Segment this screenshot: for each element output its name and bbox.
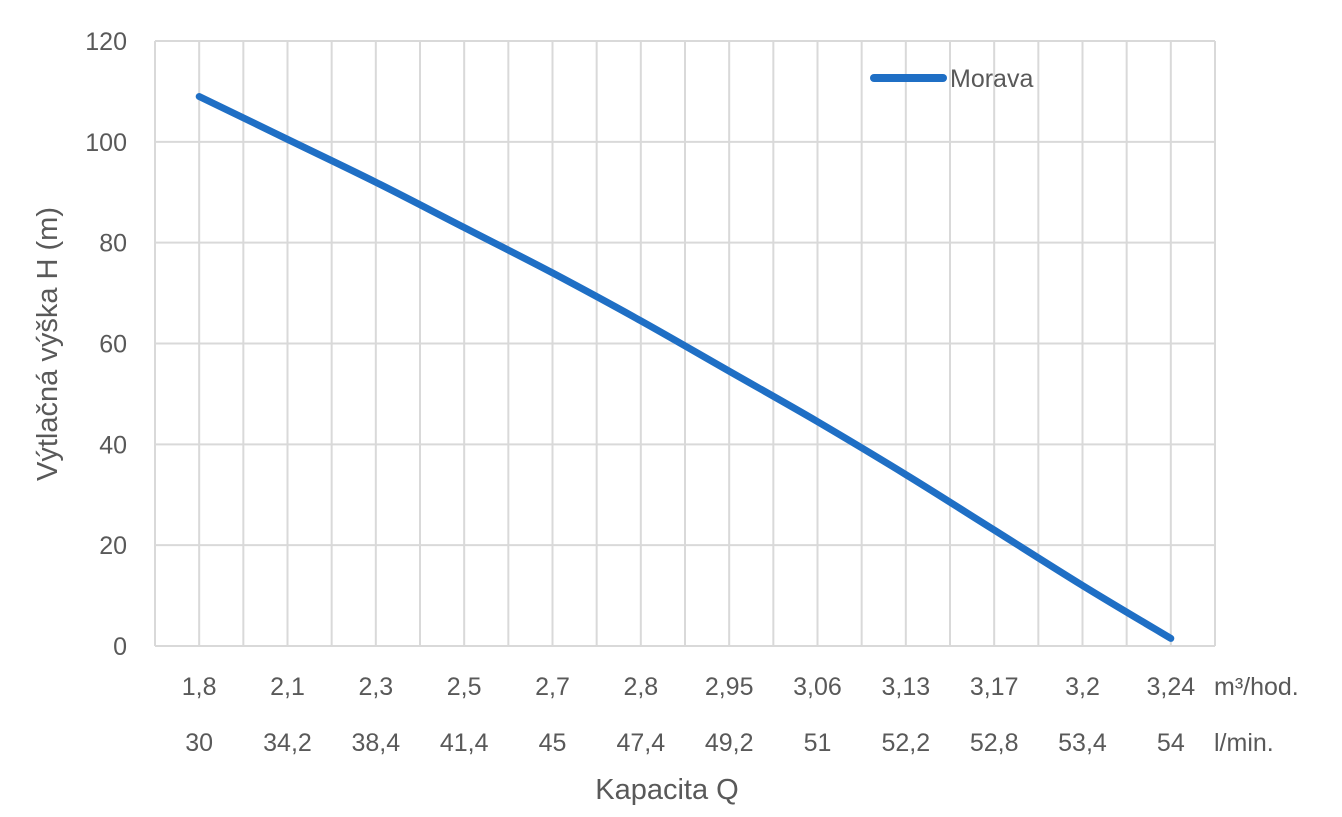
- x-tick-label-row2: 54: [1157, 729, 1185, 757]
- x-tick-label-row2: 47,4: [616, 729, 665, 757]
- x-tick-label-row2: 52,2: [881, 729, 930, 757]
- series: [195, 93, 1175, 642]
- x-tick-label-row2: 34,2: [263, 729, 312, 757]
- y-axis-title: Výtlačná výška H (m): [32, 207, 64, 481]
- x-tick-label-row2: 38,4: [351, 729, 400, 757]
- y-tick-label: 120: [85, 28, 127, 56]
- y-tick-label: 60: [99, 331, 127, 359]
- x-tick-label-row1: 2,7: [535, 673, 570, 701]
- x-tick-label-row2: 49,2: [705, 729, 754, 757]
- y-tick-label: 40: [99, 431, 127, 459]
- y-tick-label: 80: [99, 230, 127, 258]
- x-tick-label-row1: 2,95: [705, 673, 754, 701]
- x-unit-row1: m³/hod.: [1214, 673, 1299, 701]
- x-tick-label-row1: 2,3: [358, 673, 393, 701]
- x-tick-label-row1: 3,06: [793, 673, 842, 701]
- x-tick-label-row2: 52,8: [970, 729, 1019, 757]
- x-tick-label-row2: 45: [539, 729, 567, 757]
- x-tick-label-row2: 53,4: [1058, 729, 1107, 757]
- y-tick-label: 20: [99, 532, 127, 560]
- y-tick-label: 100: [85, 129, 127, 157]
- grid: [154, 40, 1216, 647]
- x-axis-ticks: 1,8 2,1 2,3 2,5 2,7 2,8 2,95 3,06 3,13 3,17 3,2 3,2…: [182, 673, 1195, 757]
- x-unit-row2: l/min.: [1214, 729, 1274, 757]
- x-tick-label-row2: 41,4: [440, 729, 489, 757]
- x-tick-label-row1: 2,5: [447, 673, 482, 701]
- x-tick-label-row1: 3,13: [881, 673, 930, 701]
- x-tick-label-row1: 2,8: [623, 673, 658, 701]
- x-tick-label-row1: 3,24: [1146, 673, 1195, 701]
- x-tick-label-row1: 1,8: [182, 673, 217, 701]
- x-tick-label-row1: 3,2: [1065, 673, 1100, 701]
- legend-label: Morava: [950, 65, 1033, 93]
- x-tick-label-row1: 3,17: [970, 673, 1019, 701]
- x-axis-title: Kapacita Q: [595, 774, 738, 806]
- series-line-morava: [195, 93, 1175, 642]
- x-tick-label-row1: 2,1: [270, 673, 305, 701]
- x-tick-label-row2: 51: [804, 729, 832, 757]
- y-axis-ticks: 0 20 40 60 80 100 120: [85, 28, 127, 661]
- legend: Morava: [870, 65, 1033, 93]
- x-tick-label-row2: 30: [185, 729, 213, 757]
- y-tick-label: 0: [113, 633, 127, 661]
